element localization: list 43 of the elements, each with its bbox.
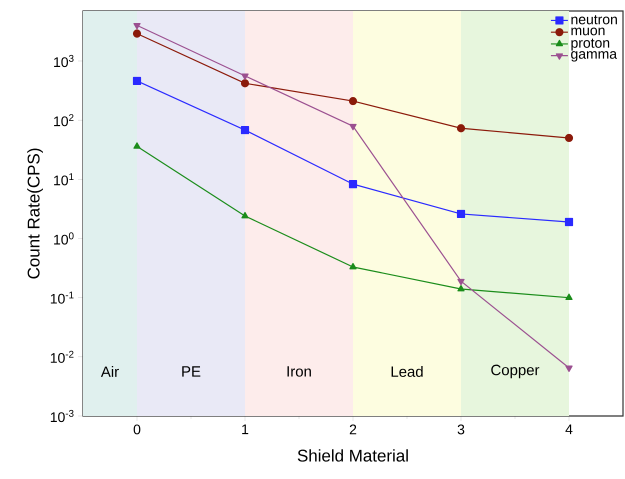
point	[241, 212, 249, 218]
point	[564, 218, 574, 226]
point	[240, 126, 250, 134]
point	[132, 76, 142, 86]
y-tick-label: 10$^{-2}$	[50, 350, 74, 363]
band-label: PE	[182, 366, 200, 377]
point	[349, 262, 357, 270]
point	[349, 124, 357, 130]
point	[456, 210, 466, 218]
point	[565, 294, 573, 300]
point	[133, 23, 141, 30]
point	[457, 278, 465, 286]
x-tick-label: 3	[458, 424, 464, 434]
x-tick-label: 1	[242, 424, 248, 434]
point	[241, 74, 249, 80]
point	[564, 134, 574, 142]
y-tick-label: 10$^{0}$	[54, 232, 74, 245]
legend-label: neutron	[571, 15, 617, 24]
x-axis-title: Shield Material	[298, 449, 408, 462]
x-tick-label: 2	[350, 424, 356, 434]
point	[133, 142, 141, 149]
point	[457, 284, 465, 292]
y-tick-label: 10$^{3}$	[54, 54, 74, 68]
band-label: Air	[100, 366, 119, 377]
band-label: Iron	[288, 366, 311, 377]
point	[348, 97, 358, 106]
x-tick-label: 0	[134, 424, 140, 434]
x-tick-label: 4	[565, 424, 572, 434]
y-tick-label: 10$^{-1}$	[50, 292, 74, 304]
legend-label: muon	[571, 28, 605, 36]
band-label: Lead	[392, 366, 423, 377]
band-label: Copper	[491, 364, 540, 378]
point	[565, 366, 573, 372]
legend-label: proton	[571, 38, 610, 51]
y-tick-label: 10$^{1}$	[54, 173, 74, 186]
y-tick-label: 10$^{2}$	[54, 114, 74, 126]
legend-label: gamma	[571, 51, 618, 62]
point	[240, 79, 250, 88]
y-tick-label: 10$^{-3}$	[50, 410, 74, 422]
point	[348, 180, 358, 188]
point	[456, 124, 466, 132]
point	[132, 30, 142, 38]
y-axis-title: Count Rate(CPS)	[27, 148, 43, 279]
